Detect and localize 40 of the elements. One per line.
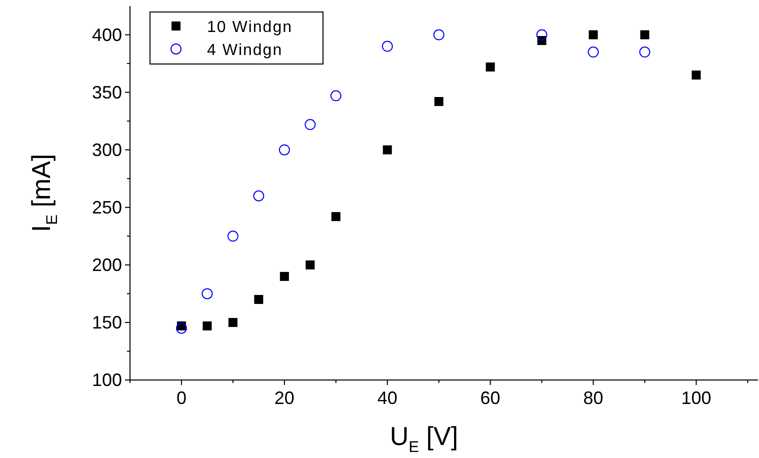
- y-tick-label: 250: [92, 197, 122, 218]
- point: [536, 29, 548, 40]
- point: [486, 62, 495, 72]
- x-axis-title: U$_{E}$ [V]: [390, 421, 458, 456]
- y-tick-label: 300: [92, 140, 122, 160]
- point: [382, 145, 392, 154]
- y-tick-label: 200: [92, 254, 122, 275]
- point: [433, 29, 444, 40]
- point: [434, 97, 444, 106]
- point: [280, 272, 289, 281]
- y-tick-label: 150: [92, 312, 122, 332]
- point: [228, 318, 238, 327]
- point: [227, 230, 238, 242]
- point: [588, 30, 598, 40]
- point: [640, 30, 650, 40]
- point: [588, 46, 599, 58]
- legend-label: 4 Windgn: [207, 42, 283, 59]
- point: [330, 90, 342, 102]
- point: [331, 212, 340, 222]
- point: [382, 40, 393, 52]
- point: [639, 46, 650, 58]
- y-tick-label: 400: [92, 24, 122, 45]
- x-tick-label: 60: [480, 388, 500, 408]
- legend-label: 10 Windgn: [207, 19, 292, 36]
- point: [304, 119, 316, 130]
- point: [202, 288, 213, 300]
- y-tick-label: 350: [92, 82, 122, 102]
- x-tick-label: 0: [176, 388, 186, 408]
- x-tick-label: 100: [681, 388, 712, 408]
- x-tick-label: 20: [274, 388, 294, 408]
- point: [306, 260, 315, 270]
- point: [176, 322, 187, 334]
- x-tick-label: 40: [377, 388, 398, 408]
- point: [692, 70, 701, 80]
- point: [278, 144, 290, 156]
- point: [202, 321, 212, 330]
- y-tick-label: 100: [92, 370, 122, 390]
- point: [254, 294, 264, 304]
- x-tick-label: 80: [583, 388, 604, 408]
- point: [253, 190, 264, 202]
